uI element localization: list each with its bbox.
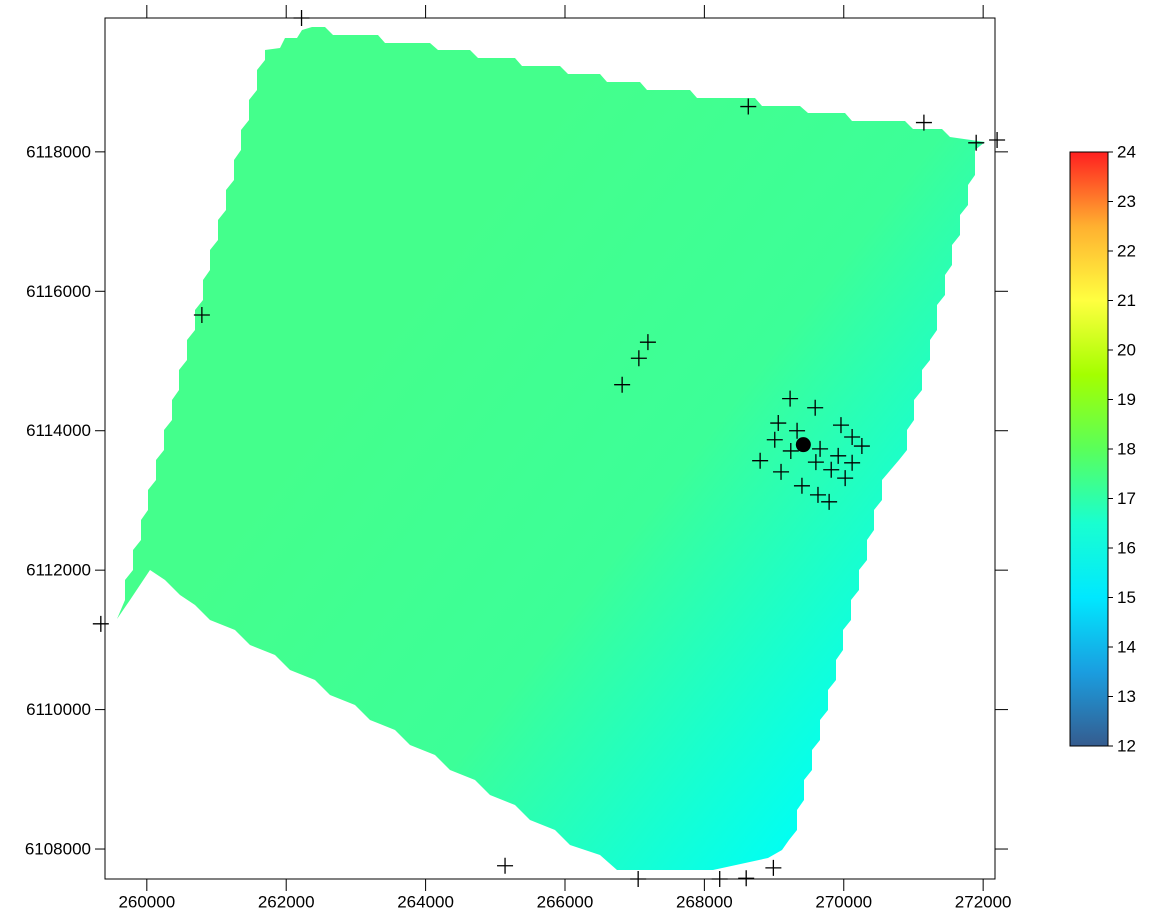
data-point [807, 399, 824, 416]
colorbar-tick-label: 18 [1117, 439, 1136, 458]
y-tick-label: 6108000 [25, 840, 91, 859]
plot-frame [104, 17, 996, 880]
data-point [844, 454, 861, 471]
colorbar-tick-label: 20 [1117, 340, 1136, 359]
data-point [738, 870, 755, 887]
colorbar [1069, 151, 1109, 747]
data-point [773, 463, 790, 480]
colorbar-tick-label: 14 [1117, 637, 1136, 656]
data-point [807, 454, 824, 471]
colorbar-tick-label: 23 [1117, 192, 1136, 211]
y-tick-label: 6110000 [26, 700, 91, 719]
data-point [497, 857, 514, 874]
colorbar-tick-label: 13 [1117, 687, 1136, 706]
x-tick-label: 260000 [118, 892, 175, 911]
data-point [92, 615, 109, 632]
colorbar-tick-label: 19 [1117, 390, 1136, 409]
data-point [752, 452, 769, 469]
y-tick-label: 6114000 [26, 421, 91, 440]
data-point [830, 447, 847, 464]
highlight-point [795, 437, 811, 453]
colorbar-tick-label: 12 [1117, 736, 1136, 755]
data-point [812, 440, 829, 457]
colorbar-tick-label: 22 [1117, 241, 1136, 260]
data-point [193, 306, 210, 323]
data-point [782, 390, 799, 407]
plot-area [117, 27, 985, 870]
data-point [989, 132, 1006, 149]
colorbar-tick-label: 21 [1117, 291, 1136, 310]
interpolated-surface [117, 27, 985, 870]
colorbar-tick-label: 24 [1117, 142, 1136, 161]
data-point [740, 98, 757, 115]
data-point [832, 417, 849, 434]
data-point [793, 477, 810, 494]
data-point [915, 114, 932, 131]
data-point [844, 428, 861, 445]
data-point [770, 415, 787, 432]
data-point [711, 871, 728, 887]
data-point [789, 422, 806, 439]
data-point [809, 486, 826, 503]
data-point [614, 376, 631, 393]
data-point [630, 871, 647, 887]
y-tick-label: 6116000 [26, 282, 91, 301]
data-point [853, 438, 870, 455]
x-tick-label: 262000 [258, 892, 315, 911]
x-tick-label: 270000 [815, 892, 872, 911]
x-tick-label: 264000 [397, 892, 454, 911]
data-point [765, 859, 782, 876]
colorbar-tick-label: 16 [1117, 538, 1136, 557]
data-point [766, 431, 783, 448]
x-tick-label: 266000 [537, 892, 594, 911]
data-point [630, 350, 647, 367]
data-point [782, 442, 799, 459]
data-point [823, 461, 840, 478]
data-point [293, 10, 310, 26]
y-tick-label: 6112000 [26, 561, 91, 580]
data-point [837, 470, 854, 487]
y-tick-label: 6118000 [26, 142, 91, 161]
data-point [821, 493, 838, 510]
x-tick-label: 272000 [955, 892, 1012, 911]
colorbar-tick-label: 17 [1117, 489, 1136, 508]
x-tick-label: 268000 [676, 892, 733, 911]
data-point [639, 334, 656, 351]
data-point [968, 134, 985, 151]
colorbar-tick-label: 15 [1117, 588, 1136, 607]
